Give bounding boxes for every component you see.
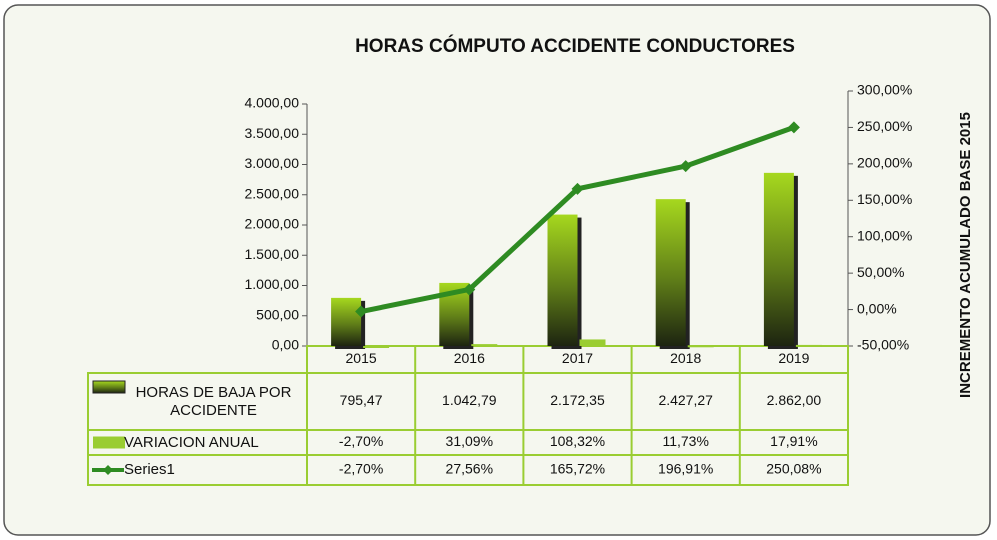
y-tick-label: 1.500,00 xyxy=(245,246,300,262)
legend-label: VARIACION ANUAL xyxy=(124,433,259,451)
y-tick-label: 3.500,00 xyxy=(245,125,300,141)
y-tick-label: 0,00 xyxy=(272,337,299,353)
y2-tick-label: 150,00% xyxy=(857,191,912,207)
table-value: 108,32% xyxy=(550,433,605,449)
table-value: 196,91% xyxy=(658,461,713,477)
table-value: 250,08% xyxy=(766,461,821,477)
y-tick-label: 1.000,00 xyxy=(245,276,300,292)
table-value: 2.427,27 xyxy=(658,392,713,408)
y-tick-label: 2.500,00 xyxy=(245,185,300,201)
y2-tick-label: 100,00% xyxy=(857,227,912,243)
bar xyxy=(471,344,498,347)
bar xyxy=(363,346,390,348)
y2-tick-label: 50,00% xyxy=(857,264,904,280)
legend-swatch xyxy=(93,436,125,449)
x-tick-label: 2015 xyxy=(346,350,377,366)
table-value: -2,70% xyxy=(339,461,383,477)
line-marker xyxy=(355,305,368,318)
y-tick-label: 3.000,00 xyxy=(245,155,300,171)
table-value: 165,72% xyxy=(550,461,605,477)
bar xyxy=(687,345,714,348)
legend-label-box: HORAS DE BAJA POR ACCIDENTE xyxy=(135,383,292,419)
legend-swatch xyxy=(92,380,126,394)
table-value: 17,91% xyxy=(770,433,817,449)
legend-label: HORAS DE BAJA POR ACCIDENTE xyxy=(135,383,292,419)
bar xyxy=(655,199,686,346)
table-value: 2.172,35 xyxy=(550,392,605,408)
line-marker xyxy=(787,121,800,134)
bar xyxy=(547,214,578,346)
chart-title: HORAS CÓMPUTO ACCIDENTE CONDUCTORES xyxy=(355,35,795,57)
table-value: -2,70% xyxy=(339,433,383,449)
line-marker xyxy=(679,160,692,173)
x-tick-label: 2017 xyxy=(562,350,593,366)
bar xyxy=(763,172,794,346)
bar xyxy=(579,339,606,346)
y2-tick-label: 300,00% xyxy=(857,82,912,98)
table-row xyxy=(87,454,849,486)
y-tick-label: 2.000,00 xyxy=(245,216,300,232)
y2-tick-label: 0,00% xyxy=(857,300,897,316)
legend-swatch xyxy=(103,465,113,475)
x-tick-label: 2018 xyxy=(670,350,701,366)
y-tick-label: 4.000,00 xyxy=(245,95,300,111)
table-value: 31,09% xyxy=(446,433,493,449)
x-tick-label: 2016 xyxy=(454,350,485,366)
panel xyxy=(3,4,991,536)
line-marker xyxy=(571,182,584,195)
y2-axis-title: INCREMENTO ACUMULADO BASE 2015 xyxy=(957,112,974,398)
line-marker xyxy=(463,283,476,296)
bar xyxy=(795,344,822,347)
y2-tick-label: 250,00% xyxy=(857,118,912,134)
table-value: 795,47 xyxy=(340,392,383,408)
table-value: 11,73% xyxy=(662,433,708,449)
table-value: 27,56% xyxy=(446,461,493,477)
table-value: 1.042,79 xyxy=(442,392,497,408)
y-tick-label: 500,00 xyxy=(256,306,299,322)
legend-label: Series1 xyxy=(124,461,175,478)
legend-label-box: VARIACION ANUAL xyxy=(124,433,259,451)
y2-tick-label: -50,00% xyxy=(857,337,909,353)
y2-tick-label: 200,00% xyxy=(857,155,912,171)
bar xyxy=(331,297,362,346)
table-value: 2.862,00 xyxy=(767,392,822,408)
legend-label-box: Series1 xyxy=(124,461,175,478)
x-tick-label: 2019 xyxy=(778,350,809,366)
